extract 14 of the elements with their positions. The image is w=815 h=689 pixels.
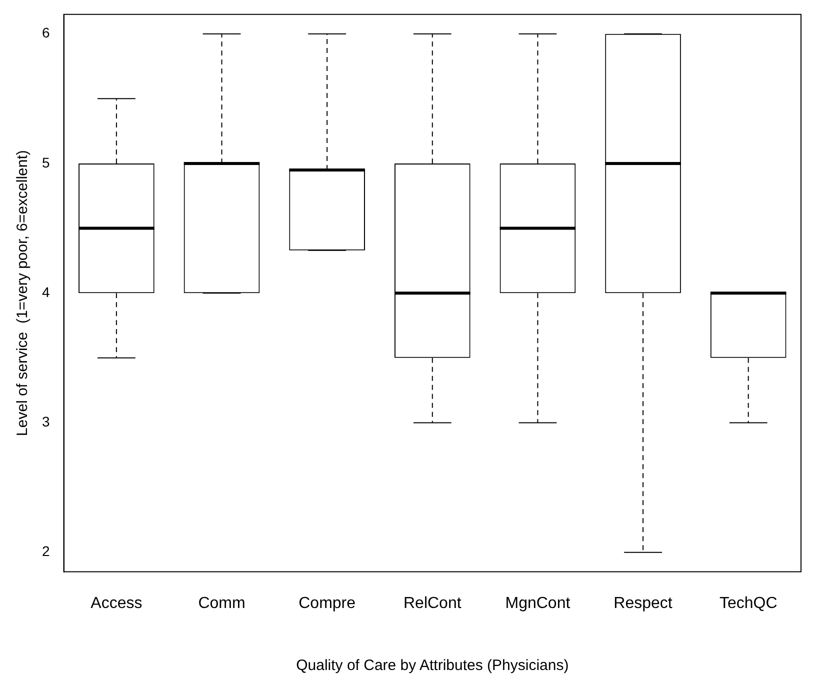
y-tick-label: 6 — [42, 24, 50, 41]
y-axis-title: Level of service (1=very poor, 6=excellent) — [14, 150, 32, 436]
x-tick-label: TechQC — [719, 594, 778, 612]
y-tick-label: 2 — [42, 543, 50, 560]
y-tick-label: 3 — [42, 414, 50, 430]
x-tick-label: MgnCont — [505, 594, 571, 612]
x-tick-label: Compre — [298, 594, 356, 612]
x-axis-title: Quality of Care by Attributes (Physicians) — [296, 657, 569, 674]
y-tick-label: 5 — [42, 154, 50, 170]
x-tick-label: Respect — [614, 594, 673, 612]
x-tick-label: Comm — [198, 594, 246, 612]
y-tick-label: 4 — [42, 284, 50, 300]
x-tick-label: Access — [90, 594, 142, 612]
x-tick-label: RelCont — [403, 594, 462, 612]
